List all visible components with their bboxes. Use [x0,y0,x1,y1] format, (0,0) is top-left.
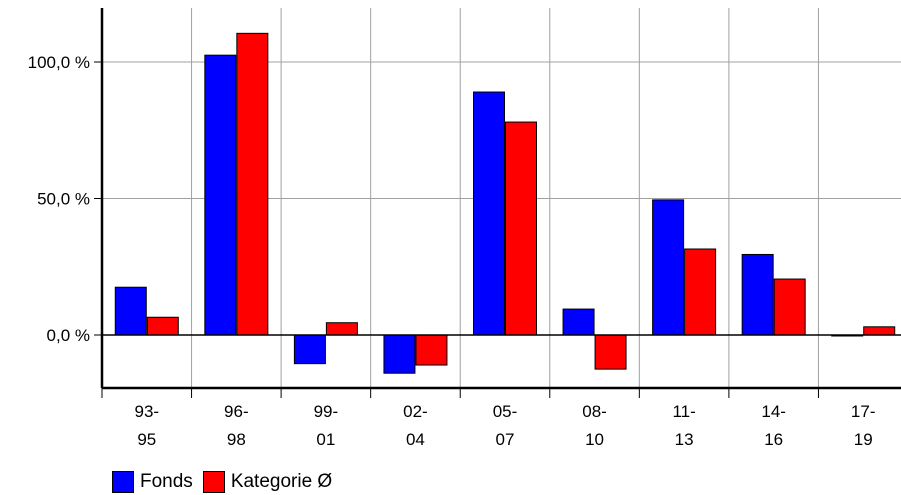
x-tick-label: 04 [406,430,425,449]
bar-fonds-0 [115,287,146,335]
x-tick-label: 08- [582,402,607,421]
x-tick-label: 01 [316,430,335,449]
x-tick-label: 02- [403,402,428,421]
bar-kategorie-6 [685,249,716,335]
x-tick-label: 10 [585,430,604,449]
bar-kategorie-4 [506,122,537,335]
x-tick-label: 19 [854,430,873,449]
bar-kategorie-3 [416,335,447,365]
bar-fonds-5 [563,309,594,335]
bar-fonds-1 [205,55,236,335]
legend-label-kategorie: Kategorie Ø [231,471,332,493]
legend-label-fonds: Fonds [140,471,193,493]
x-tick-label: 96- [224,402,249,421]
legend-swatch-fonds [112,471,134,493]
bar-fonds-3 [384,335,415,373]
x-tick-label: 98 [227,430,246,449]
legend-item-fonds: Fonds [112,471,193,493]
bar-kategorie-0 [147,317,178,335]
x-tick-label: 16 [764,430,783,449]
x-tick-label: 99- [314,402,339,421]
legend-swatch-kategorie [203,471,225,493]
x-tick-label: 95 [137,430,156,449]
bar-kategorie-1 [237,33,268,335]
y-tick-label: 50,0 % [37,190,90,209]
y-tick-label: 100,0 % [28,53,90,72]
legend: Fonds Kategorie Ø [112,470,342,494]
bar-kategorie-7 [774,279,805,335]
x-tick-label: 05- [493,402,518,421]
x-tick-label: 93- [134,402,159,421]
bar-kategorie-8 [864,327,895,335]
bar-kategorie-2 [326,323,357,335]
bar-fonds-6 [653,200,684,335]
legend-item-kategorie: Kategorie Ø [203,471,332,493]
x-tick-label: 07 [496,430,515,449]
bar-kategorie-5 [595,335,626,369]
x-tick-label: 17- [851,402,876,421]
tick-labels: 0,0 % 50,0 % 100,0 % 93- 95 96- 98 99- 01 02- 04 05… [28,53,876,449]
x-tick-label: 14- [761,402,786,421]
x-tick-label: 13 [675,430,694,449]
y-tick-label: 0,0 % [47,326,90,345]
bar-fonds-7 [742,254,773,335]
bar-fonds-2 [294,335,325,364]
bars [115,33,894,373]
bar-fonds-4 [474,92,505,335]
x-tick-label: 11- [672,402,695,421]
